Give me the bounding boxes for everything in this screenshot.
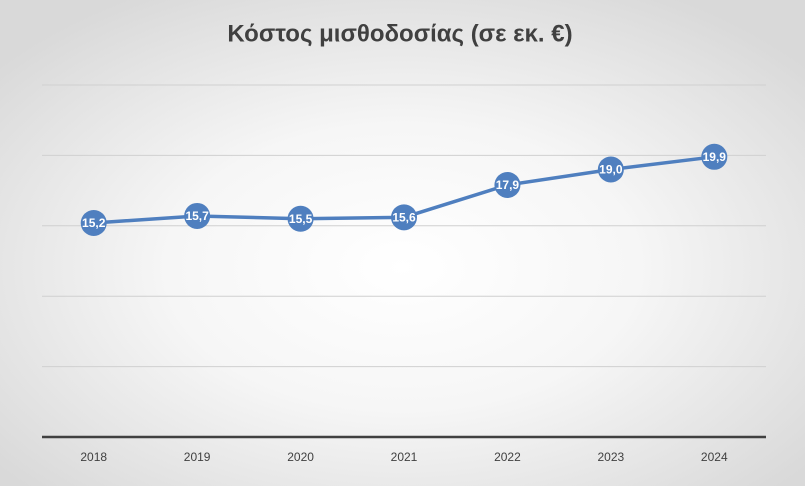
data-label: 15,5 [289, 212, 313, 226]
data-point [287, 205, 314, 232]
data-label: 15,2 [82, 216, 106, 230]
x-tick-label: 2020 [287, 450, 314, 464]
data-label: 19,9 [703, 150, 727, 164]
x-tick-label: 2023 [598, 450, 625, 464]
data-point [494, 171, 521, 198]
x-tick-label: 2024 [701, 450, 728, 464]
data-point [184, 202, 211, 229]
data-point [701, 143, 728, 170]
data-point [80, 209, 107, 236]
data-point [597, 156, 624, 183]
x-tick-label: 2021 [391, 450, 418, 464]
x-tick-label: 2022 [494, 450, 521, 464]
chart-title: Κόστος μισθοδοσίας (σε εκ. €) [227, 20, 572, 47]
data-label: 19,0 [599, 163, 623, 177]
data-label: 15,7 [185, 209, 209, 223]
data-label: 17,9 [496, 178, 520, 192]
data-label: 15,6 [392, 211, 416, 225]
data-point [391, 204, 417, 231]
x-tick-label: 2019 [184, 450, 211, 464]
x-tick-label: 2018 [80, 450, 107, 464]
